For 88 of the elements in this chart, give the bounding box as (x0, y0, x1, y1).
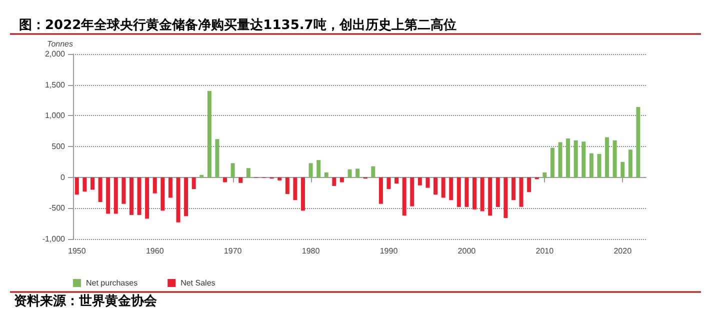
bar (300, 177, 305, 211)
bar (223, 177, 228, 182)
bar (402, 177, 406, 216)
x-tick-label: 2000 (458, 246, 476, 256)
bar (542, 172, 547, 178)
bar (488, 177, 492, 216)
bar (98, 177, 102, 202)
bar (168, 177, 172, 198)
bar (418, 177, 422, 186)
bar (278, 177, 282, 180)
bar (589, 153, 594, 178)
bar (238, 177, 243, 183)
x-tick-label: 1970 (224, 246, 242, 256)
bar (145, 177, 150, 219)
x-tick-label: 2020 (614, 246, 632, 256)
bar (348, 169, 352, 178)
bar (176, 177, 180, 222)
bar (137, 177, 142, 215)
legend-label: Net purchases (86, 278, 138, 288)
bar (356, 168, 360, 178)
x-tick-label: 1990 (380, 246, 398, 256)
bar (582, 142, 586, 178)
bar (394, 177, 399, 184)
bar (480, 177, 484, 212)
bar (316, 160, 321, 178)
bar (504, 177, 508, 218)
bar (426, 177, 430, 188)
bar (449, 177, 454, 200)
bar (628, 150, 632, 178)
bar (200, 174, 204, 178)
bar (324, 172, 328, 178)
bar (456, 177, 461, 207)
bar (332, 177, 336, 186)
bar (215, 139, 220, 178)
bar (566, 138, 570, 178)
bar (574, 140, 578, 178)
y-axis-title: Tonnes (47, 40, 73, 48)
chart-title: 图：2022年全球央行黄金储备净购买量达1135.7吨，创出历史上第二高位 (19, 17, 456, 33)
bar (605, 137, 610, 178)
y-tick-label: 1,000 (44, 111, 66, 120)
bar (472, 177, 476, 210)
bar (129, 177, 134, 215)
bar (122, 177, 126, 204)
text: 资料来源：世界黄金协会 (14, 294, 158, 309)
bar (160, 177, 165, 211)
bar (386, 177, 391, 190)
y-tick-label: 0 (60, 172, 66, 182)
bar (230, 163, 235, 178)
x-tick-label: 2010 (536, 246, 554, 256)
bar (82, 177, 87, 192)
bar (308, 163, 313, 178)
y-tick-label: 1,500 (44, 80, 66, 90)
bar (620, 162, 625, 178)
bar (636, 107, 640, 178)
bar (293, 177, 298, 200)
bar (410, 177, 414, 206)
bar (511, 177, 516, 200)
bar (340, 177, 344, 182)
bar (558, 142, 562, 178)
bar (90, 177, 94, 190)
bar (74, 177, 79, 195)
bar (527, 177, 532, 192)
legend-label: Net Sales (180, 278, 216, 288)
x-tick-label: 1950 (68, 246, 86, 256)
x-tick-label: 1980 (302, 246, 320, 256)
y-tick-label: 2,000 (44, 50, 66, 58)
bar (106, 177, 110, 214)
bar (496, 177, 500, 207)
bar (550, 148, 554, 178)
bar (464, 177, 469, 207)
bar (246, 168, 250, 178)
x-tick-label: 1960 (146, 246, 164, 256)
bar (207, 91, 212, 178)
bar (441, 177, 446, 198)
bar (371, 166, 376, 178)
bar (378, 177, 383, 204)
bar (434, 177, 438, 195)
bar (184, 177, 188, 216)
bar (519, 177, 524, 207)
bar (192, 177, 196, 190)
bar (597, 154, 602, 178)
y-tick-label: -1,000 (42, 234, 66, 244)
bar (152, 177, 157, 194)
y-tick-label: 500 (52, 142, 66, 151)
bar (285, 177, 290, 194)
bar (114, 177, 118, 214)
y-tick-label: -500 (48, 204, 66, 213)
bar (612, 140, 617, 178)
